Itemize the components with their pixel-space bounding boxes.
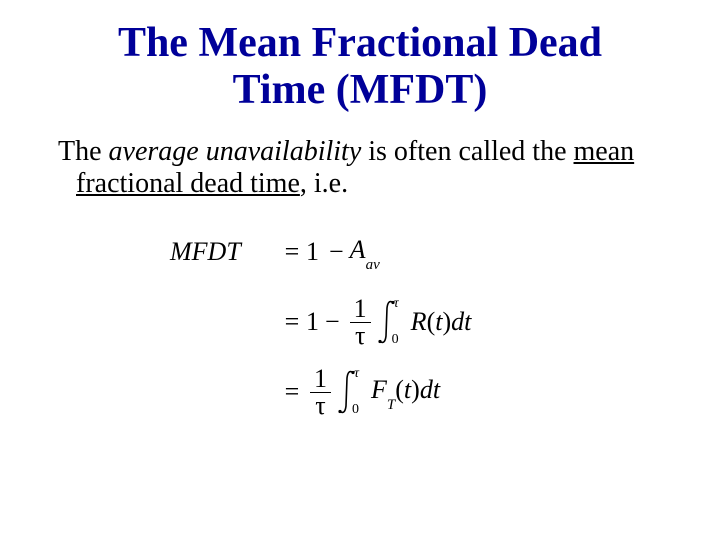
equals-sign: = — [278, 237, 306, 267]
eq3-rhs: 1 τ τ 0 FT(t)dt — [306, 366, 440, 419]
eq3-int-lower: 0 — [352, 402, 359, 418]
body-pre: The — [58, 136, 109, 167]
equation-2: = 1 − 1 τ τ 0 — [170, 298, 670, 346]
eq2-diff: dt — [451, 307, 471, 336]
eq3-integrand: FT(t)dt — [371, 375, 440, 409]
equals-sign-3: = — [278, 377, 306, 407]
eq2-one: 1 — [306, 307, 319, 337]
integral-icon: τ 0 — [337, 368, 359, 416]
eq3-frac-num: 1 — [310, 366, 331, 393]
title-line-2: Time (MFDT) — [233, 67, 488, 113]
equation-1: MFDT = 1 − Aav — [170, 228, 670, 276]
body-italic: average unavailability — [109, 136, 362, 167]
title-line-1: The Mean Fractional Dead — [118, 20, 602, 66]
eq2-integrand: R(t)dt — [411, 307, 472, 337]
eq1-A: Aav — [350, 235, 380, 269]
eq3-frac-den: τ — [311, 393, 329, 419]
eq2-int-lower: 0 — [392, 332, 399, 348]
eq2-frac-den: τ — [351, 323, 369, 349]
eq1-A-sym: A — [350, 235, 366, 264]
body-mid: is often called the — [361, 136, 573, 167]
eq2-integral: τ 0 R(t)dt — [377, 298, 472, 346]
eq2-func: R — [411, 307, 427, 336]
eq2-minus: − — [325, 307, 340, 337]
equals-sign-2: = — [278, 307, 306, 337]
eq3-func-sub: T — [387, 397, 395, 413]
eq3-diff: dt — [420, 375, 440, 404]
eq-lhs: MFDT — [170, 237, 278, 267]
equation-3: = 1 τ τ 0 — [170, 368, 670, 416]
lhs-text: MFDT — [170, 237, 241, 266]
eq1-one-minus: 1 — [306, 237, 319, 267]
slide-title: The Mean Fractional Dead Time (MFDT) — [50, 20, 670, 114]
eq3-fraction: 1 τ — [310, 366, 331, 419]
eq2-int-upper: τ — [394, 296, 399, 312]
eq3-func: F — [371, 375, 387, 404]
eq3-integral: τ 0 FT(t)dt — [337, 368, 440, 416]
slide: The Mean Fractional Dead Time (MFDT) The… — [0, 0, 720, 540]
eq3-int-upper: τ — [354, 366, 359, 382]
eq1-minus: − — [329, 237, 344, 267]
eq1-A-sub: av — [366, 257, 380, 273]
eq1-rhs: 1 − Aav — [306, 235, 380, 269]
equations-block: MFDT = 1 − Aav = 1 − 1 τ — [170, 228, 670, 416]
integral-icon: τ 0 — [377, 298, 399, 346]
body-paragraph: The average unavailability is often call… — [68, 136, 670, 200]
eq2-fraction: 1 τ — [350, 296, 371, 349]
body-post: , i.e. — [300, 168, 348, 199]
eq2-rhs: 1 − 1 τ τ 0 — [306, 296, 471, 349]
eq2-frac-num: 1 — [350, 296, 371, 323]
